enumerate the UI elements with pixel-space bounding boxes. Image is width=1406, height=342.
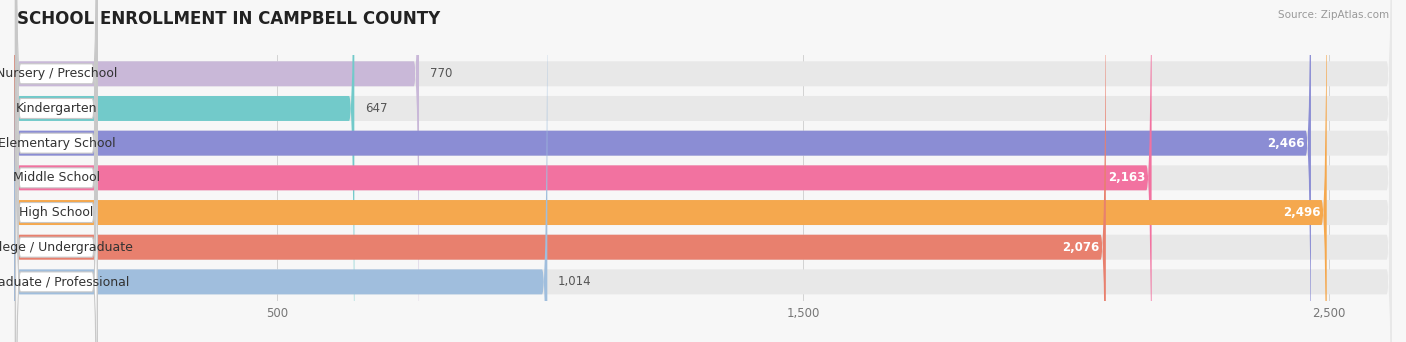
FancyBboxPatch shape [14,0,1392,342]
FancyBboxPatch shape [14,0,1392,342]
FancyBboxPatch shape [14,0,1327,342]
Text: Middle School: Middle School [13,171,100,184]
Text: Source: ZipAtlas.com: Source: ZipAtlas.com [1278,10,1389,20]
Text: 2,076: 2,076 [1063,241,1099,254]
Text: College / Undergraduate: College / Undergraduate [0,241,134,254]
Text: 2,466: 2,466 [1267,137,1305,150]
Text: Kindergarten: Kindergarten [15,102,97,115]
FancyBboxPatch shape [14,0,419,342]
FancyBboxPatch shape [14,0,1392,342]
Text: 2,163: 2,163 [1108,171,1146,184]
FancyBboxPatch shape [14,0,1392,342]
FancyBboxPatch shape [15,0,97,342]
FancyBboxPatch shape [14,0,1392,342]
FancyBboxPatch shape [14,0,1107,342]
Text: Graduate / Professional: Graduate / Professional [0,275,129,288]
FancyBboxPatch shape [14,0,354,342]
Text: 647: 647 [364,102,387,115]
Text: High School: High School [20,206,94,219]
Text: SCHOOL ENROLLMENT IN CAMPBELL COUNTY: SCHOOL ENROLLMENT IN CAMPBELL COUNTY [17,10,440,28]
FancyBboxPatch shape [15,0,97,342]
FancyBboxPatch shape [14,0,1310,342]
Text: 1,014: 1,014 [558,275,592,288]
Text: Elementary School: Elementary School [0,137,115,150]
FancyBboxPatch shape [14,0,1392,342]
FancyBboxPatch shape [14,0,1152,342]
FancyBboxPatch shape [15,0,97,342]
Text: 770: 770 [429,67,451,80]
FancyBboxPatch shape [15,0,97,342]
Text: 2,496: 2,496 [1282,206,1320,219]
FancyBboxPatch shape [15,0,97,342]
FancyBboxPatch shape [15,0,97,342]
FancyBboxPatch shape [14,0,1392,342]
FancyBboxPatch shape [14,0,547,342]
Text: Nursery / Preschool: Nursery / Preschool [0,67,117,80]
FancyBboxPatch shape [15,0,97,342]
